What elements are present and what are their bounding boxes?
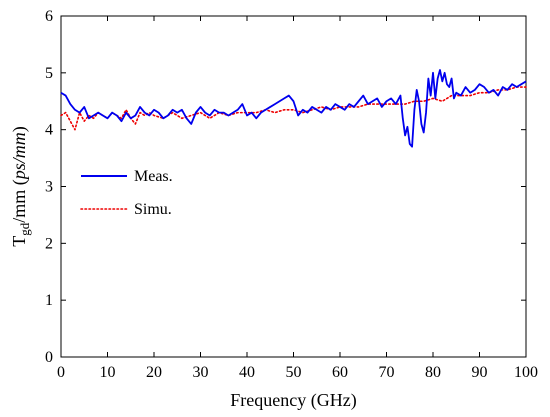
x-tick-label: 80	[425, 364, 441, 381]
legend-label-simu: Simu.	[134, 201, 172, 218]
legend-label-meas: Meas.	[134, 168, 173, 185]
y-tick-label: 2	[45, 235, 53, 252]
tick-layer	[60, 15, 527, 358]
y-axis-title-prefix: /mm (	[9, 179, 30, 223]
x-axis-title: Frequency (GHz)	[230, 390, 356, 411]
y-tick-label: 3	[45, 179, 53, 196]
y-axis-title-unit: ps/mm	[9, 132, 29, 181]
x-tick-label: 30	[193, 364, 209, 381]
x-tick-label: 40	[239, 364, 255, 381]
y-axis-title: Tgd/mm (ps/mm)	[9, 126, 32, 247]
legend: Meas. Simu.	[80, 168, 173, 218]
y-axis-title-subscript: gd	[17, 222, 32, 236]
y-tick-label: 6	[45, 8, 53, 25]
x-tick-label: 90	[472, 364, 488, 381]
tick-label-layer: 0 10 20 30 40 50 60 70 80 90 100 0 1 2 3 4 5 6	[45, 8, 538, 381]
plot-frame	[60, 15, 527, 358]
x-tick-label: 10	[100, 364, 116, 381]
x-tick-label: 0	[57, 364, 65, 381]
y-axis-title-suffix: )	[9, 126, 30, 132]
series-layer	[60, 69, 527, 148]
y-tick-label: 1	[45, 292, 53, 309]
x-tick-label: 70	[379, 364, 395, 381]
y-axis-title-base: T	[9, 236, 29, 247]
y-tick-label: 0	[45, 349, 53, 366]
x-tick-label: 20	[146, 364, 162, 381]
y-tick-label: 4	[45, 122, 53, 139]
x-tick-label: 50	[286, 364, 302, 381]
series-line-meas	[60, 69, 527, 148]
x-tick-label: 60	[332, 364, 348, 381]
x-tick-label: 100	[514, 364, 538, 381]
y-tick-label: 5	[45, 65, 53, 82]
